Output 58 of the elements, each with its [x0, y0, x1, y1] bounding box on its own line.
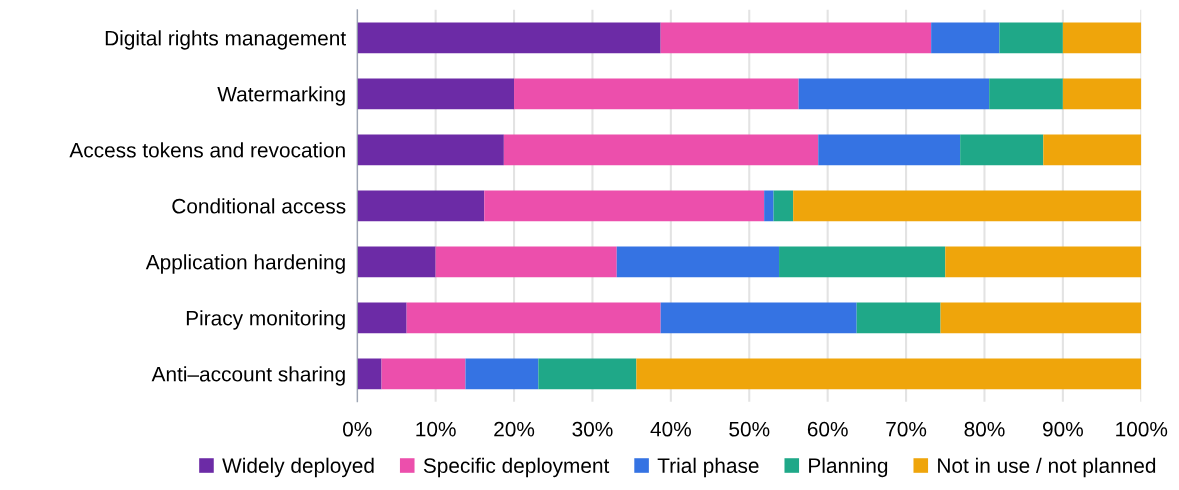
x-tick-label: 90%: [1043, 421, 1083, 437]
bar: [357, 358, 382, 390]
bar: [357, 302, 407, 334]
y-tick-label: Digital rights management: [105, 30, 346, 50]
x-tick-label: 100%: [1116, 421, 1168, 437]
bar: [660, 302, 857, 334]
bar: [999, 22, 1063, 54]
bar: [357, 78, 515, 110]
y-tick-label: Piracy monitoring: [186, 310, 345, 330]
bar: [764, 190, 774, 222]
bar: [357, 22, 661, 54]
bar: [636, 358, 1142, 390]
bar: [1062, 78, 1142, 110]
bar: [660, 22, 932, 54]
legend-label: Trial phase: [657, 457, 759, 478]
bar: [357, 246, 436, 278]
bar: [1062, 22, 1142, 54]
y-tick-label: Watermarking: [217, 86, 345, 106]
bar: [503, 134, 819, 166]
x-tick-label: 80%: [964, 421, 1005, 437]
x-tick-label: 40%: [650, 421, 691, 437]
x-tick-label: 30%: [572, 421, 613, 437]
bar: [773, 190, 794, 222]
x-tick-label: 70%: [886, 421, 927, 437]
x-tick-label: 10%: [416, 421, 456, 437]
x-tick-label: 50%: [729, 421, 770, 437]
bar: [779, 246, 946, 278]
bar: [1043, 134, 1142, 166]
bar: [435, 246, 617, 278]
bar: [945, 246, 1142, 278]
bar: [538, 358, 637, 390]
legend-label: Planning: [809, 457, 888, 478]
bar: [798, 78, 990, 110]
bar: [960, 134, 1044, 166]
bar: [616, 246, 780, 278]
y-tick-label: Application hardening: [145, 254, 345, 274]
y-tick-label: Anti–account sharing: [151, 366, 345, 386]
bar: [381, 358, 466, 390]
bar: [484, 190, 765, 222]
y-tick-label: Conditional access: [172, 198, 346, 214]
bar: [940, 302, 1142, 334]
legend-label: Not in use / not planned: [938, 457, 1156, 478]
bar: [818, 134, 961, 166]
bar: [406, 302, 661, 334]
bar: [357, 190, 485, 222]
bar: [357, 134, 504, 166]
y-tick-label: Access tokens and revocation: [69, 142, 345, 158]
bar: [465, 358, 539, 390]
bar: [514, 78, 799, 110]
x-tick-label: 60%: [807, 421, 848, 437]
x-tick-label: 0%: [343, 421, 372, 437]
bar: [856, 302, 941, 334]
bar: [793, 190, 1142, 222]
legend-label: Widely deployed: [222, 457, 374, 478]
bar: [989, 78, 1063, 110]
legend-label: Specific deployment: [423, 457, 610, 478]
bar: [931, 22, 1000, 54]
x-tick-label: 20%: [494, 421, 535, 437]
